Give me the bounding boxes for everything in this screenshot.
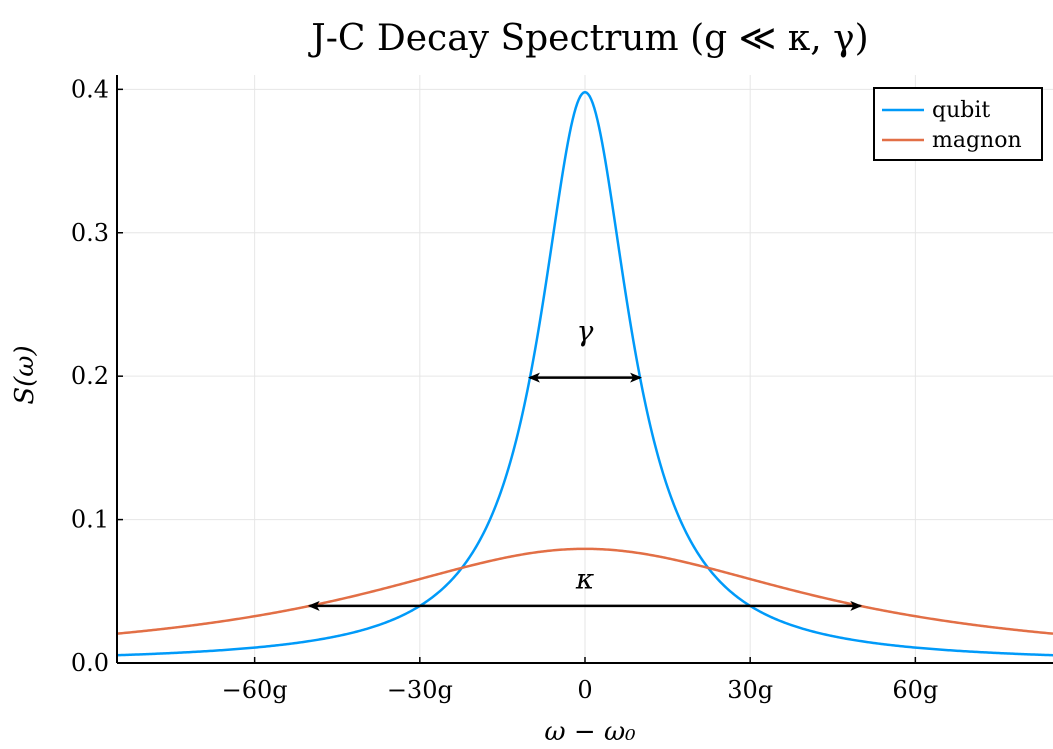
y-tick-label: 0.0 bbox=[71, 649, 109, 677]
annotation-label: γ bbox=[577, 314, 594, 347]
x-tick-label: 30g bbox=[727, 676, 773, 704]
x-tick-label: 0 bbox=[577, 676, 592, 704]
x-tick-label: 60g bbox=[892, 676, 938, 704]
x-tick-label: −60g bbox=[222, 676, 288, 704]
annotation-label: κ bbox=[575, 562, 594, 595]
x-tick-label: −30g bbox=[387, 676, 453, 704]
legend-label-qubit: qubit bbox=[932, 98, 990, 123]
series-group bbox=[116, 90, 1053, 657]
y-tick-label: 0.3 bbox=[71, 219, 109, 247]
series-line-magnon bbox=[116, 547, 1053, 635]
chart-title: J-C Decay Spectrum (g ≪ κ, γ) bbox=[307, 18, 868, 59]
legend-box bbox=[873, 87, 1043, 161]
axes bbox=[116, 75, 1053, 664]
series-line-qubit bbox=[116, 90, 1053, 657]
tick-labels: −60g −30g 0 30g 60g 0.0 0.1 0.2 0.3 0.4 bbox=[71, 75, 938, 704]
x-axis-label: ω − ω₀ bbox=[544, 717, 636, 747]
y-tick-label: 0.4 bbox=[71, 75, 109, 103]
legend-label-magnon: magnon bbox=[932, 128, 1022, 153]
y-tick-label: 0.1 bbox=[71, 506, 109, 534]
annotations-group: γκ bbox=[307, 314, 863, 611]
y-tick-label: 0.2 bbox=[71, 362, 109, 390]
y-axis-label: S(ω) bbox=[10, 345, 40, 404]
legend: qubit magnon bbox=[873, 87, 1043, 161]
